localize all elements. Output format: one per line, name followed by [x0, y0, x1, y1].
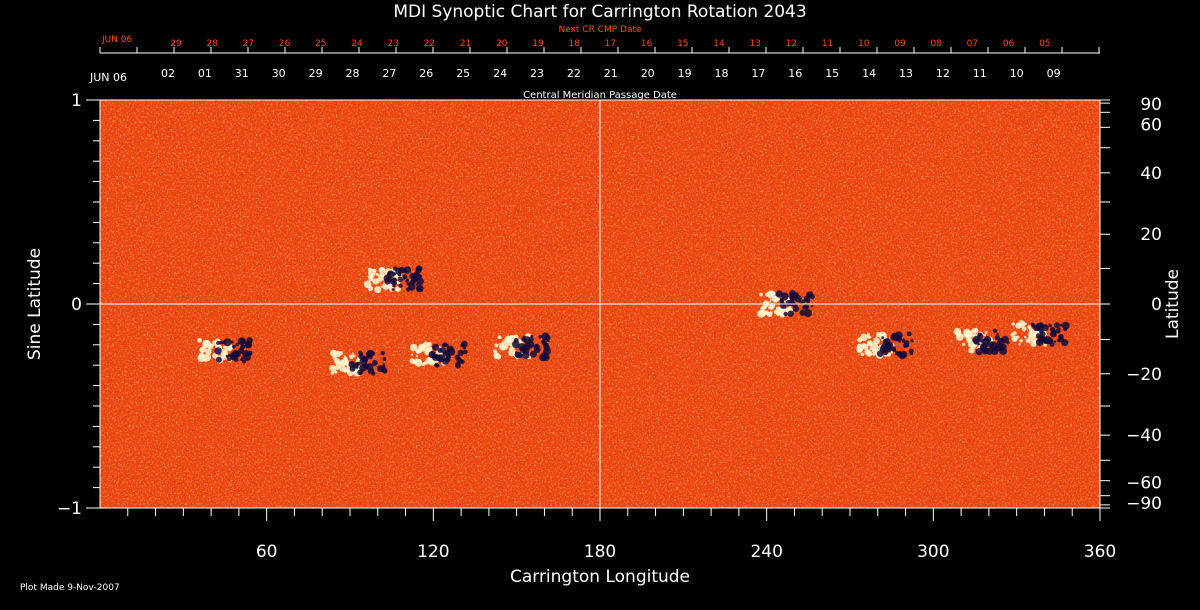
cmp-axis-title: Central Meridian Passage Date: [523, 90, 677, 101]
next-cmp-date-label: 11: [822, 39, 833, 49]
next-cmp-date-labels: 29 28 27 26 25 24 23 22 21 20 19 18 17 16 15 14 13 12 11 10…: [170, 39, 1050, 49]
next-cmp-date-label: 29: [170, 39, 182, 49]
x-tick-label: 360: [1084, 542, 1116, 562]
cmp-start-label: JUN 06: [89, 71, 127, 84]
cmp-date-label: 15: [825, 67, 839, 80]
cmp-date-label: 16: [788, 67, 802, 80]
active-region: [757, 289, 816, 318]
y-right-tick-label: −20: [1126, 365, 1162, 385]
active-region: [856, 331, 914, 360]
x-tick-label: 240: [750, 542, 782, 562]
next-cmp-date-label: 15: [677, 39, 688, 49]
x-axis-ticks: [127, 508, 1101, 521]
x-tick-label: 180: [584, 542, 616, 562]
active-regions: [197, 265, 1070, 377]
cmp-date-label: 28: [346, 67, 360, 80]
next-cmp-date-label: 10: [858, 39, 870, 49]
next-cmp-ticks: [99, 47, 1100, 53]
cmp-date-label: 24: [493, 67, 507, 80]
y-right-tick-label: 40: [1140, 164, 1162, 184]
y-left-tick-labels: 1 0 −1: [57, 91, 82, 519]
next-cmp-date-label: 17: [605, 39, 616, 49]
next-cmp-date-label: 07: [967, 39, 978, 49]
cmp-date-label: 29: [309, 67, 323, 80]
next-cmp-date-label: 08: [930, 39, 942, 49]
active-region: [953, 327, 1010, 356]
cmp-date-label: 31: [235, 67, 249, 80]
x-axis-title: Carrington Longitude: [510, 567, 690, 587]
next-cmp-date-label: 12: [786, 39, 797, 49]
next-cmp-date-label: 14: [713, 39, 725, 49]
plot-made-note: Plot Made 9-Nov-2007: [20, 583, 120, 593]
cmp-date-label: 30: [272, 67, 286, 80]
cmp-date-label: 02: [161, 67, 175, 80]
next-cmp-date-label: 18: [568, 39, 580, 49]
cmp-date-label: 14: [862, 67, 876, 80]
next-cmp-date-label: 23: [387, 39, 398, 49]
cmp-date-label: 10: [1010, 67, 1024, 80]
next-cmp-date-label: 28: [206, 39, 218, 49]
y-right-tick-label: 90: [1140, 95, 1162, 115]
next-cmp-date-label: 05: [1039, 39, 1050, 49]
active-region: [493, 332, 552, 362]
next-cmp-date-label: 22: [424, 39, 435, 49]
cmp-date-label: 01: [198, 67, 212, 80]
cmp-date-label: 13: [899, 67, 913, 80]
y-left-ticks: [86, 99, 100, 509]
next-cmp-date-label: 24: [351, 39, 363, 49]
next-cmp-date-label: 06: [1003, 39, 1015, 49]
cmp-date-label: 09: [1047, 67, 1061, 80]
y-left-tick-label: 0: [71, 295, 82, 315]
y-right-tick-label: −60: [1126, 474, 1162, 494]
x-tick-label: 300: [917, 542, 949, 562]
active-region: [197, 337, 253, 364]
y-right-axis-title: Latitude: [1163, 269, 1183, 339]
cmp-date-labels: 02 01 31 30 29 28 27 26 25 24 23 22 21 20 19 18 17 16 15 14…: [161, 67, 1061, 80]
active-region: [409, 340, 468, 369]
cmp-date-label: 20: [641, 67, 655, 80]
active-region: [329, 349, 388, 377]
cmp-date-label: 17: [751, 67, 765, 80]
y-right-tick-label: 0: [1151, 295, 1162, 315]
next-cmp-date-label: 27: [243, 39, 254, 49]
y-left-tick-label: −1: [57, 499, 82, 519]
next-cmp-date-label: 25: [315, 39, 326, 49]
next-cmp-date-label: 13: [749, 39, 760, 49]
next-cmp-date-label: 19: [532, 39, 544, 49]
next-cmp-date-label: 20: [496, 39, 508, 49]
active-region: [1010, 320, 1070, 348]
cmp-date-label: 21: [604, 67, 618, 80]
next-cmp-date-label: 09: [894, 39, 906, 49]
cmp-date-label: 25: [456, 67, 470, 80]
y-left-axis-title: Sine Latitude: [25, 248, 45, 360]
next-cmp-date-label: 21: [460, 39, 471, 49]
cmp-date-label: 22: [567, 67, 581, 80]
chart-title: MDI Synoptic Chart for Carrington Rotati…: [393, 2, 806, 22]
y-right-tick-label: 20: [1140, 225, 1162, 245]
cmp-date-label: 12: [936, 67, 950, 80]
x-tick-label: 120: [417, 542, 449, 562]
next-cmp-start-label: JUN 06: [101, 35, 133, 45]
y-left-tick-label: 1: [71, 91, 82, 111]
active-region: [363, 265, 424, 294]
cmp-date-label: 27: [382, 67, 396, 80]
next-cmp-date-label: 26: [279, 39, 291, 49]
cmp-date-label: 26: [419, 67, 433, 80]
cmp-date-label: 11: [973, 67, 987, 80]
cmp-date-label: 23: [530, 67, 544, 80]
y-right-tick-label: 60: [1140, 115, 1162, 135]
cmp-date-label: 19: [678, 67, 692, 80]
x-axis-tick-labels: 60 120 180 240 300 360: [256, 542, 1116, 562]
next-cmp-date-label: 16: [641, 39, 653, 49]
next-cmp-axis-title: Next CR CMP Date: [558, 25, 642, 35]
y-right-tick-label: −40: [1126, 426, 1162, 446]
y-right-ticks: [1100, 99, 1110, 509]
x-tick-label: 60: [256, 542, 278, 562]
y-right-tick-label: −90: [1126, 494, 1162, 514]
cmp-date-label: 18: [715, 67, 729, 80]
